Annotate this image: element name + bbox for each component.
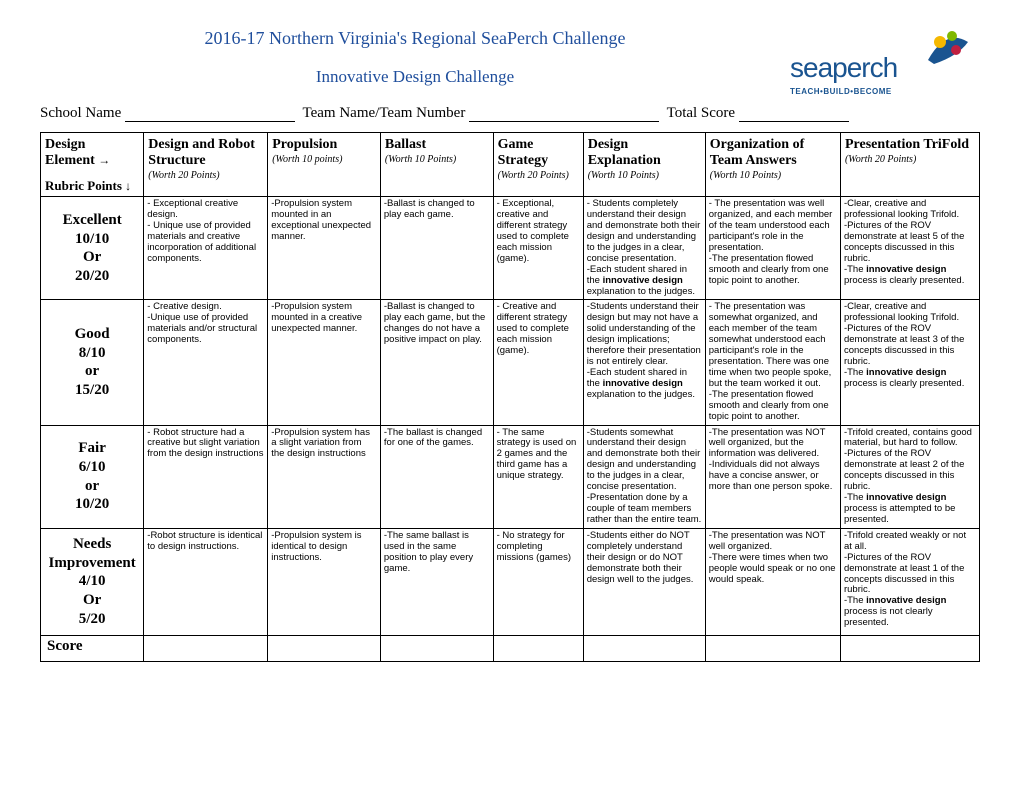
arrow-right-icon: → — [98, 153, 110, 167]
title-sub: Innovative Design Challenge — [40, 67, 790, 87]
needs-c7: -Trifold created weakly or not at all.-P… — [840, 528, 979, 635]
team-label: Team Name/Team Number — [302, 105, 465, 121]
fair-c4: - The same strategy is used on 2 games a… — [493, 425, 583, 528]
score-c7[interactable] — [840, 635, 979, 661]
arrow-down-icon: ↓ — [125, 179, 131, 193]
total-label: Total Score — [667, 105, 736, 121]
fair-c5: -Students somewhat understand their desi… — [583, 425, 705, 528]
excellent-c4: - Exceptional, creative and different st… — [493, 197, 583, 300]
rubric-table: Design Element → Rubric Points ↓ Design … — [40, 132, 980, 662]
score-c6[interactable] — [705, 635, 840, 661]
fair-c2: -Propulsion system has a slight variatio… — [268, 425, 381, 528]
label-good: Good8/10or15/20 — [41, 300, 144, 425]
hdr-trifold: Presentation TriFold(Worth 20 Points) — [840, 133, 979, 197]
needs-c6: -The presentation was NOT well organized… — [705, 528, 840, 635]
seaperch-logo: seaperch TEACH•BUILD•BECOME — [790, 20, 980, 92]
label-fair: Fair6/10or10/20 — [41, 425, 144, 528]
form-fields: School Name Team Name/Team Number Total … — [40, 105, 980, 122]
row-good: Good8/10or15/20 - Creative design.-Uniqu… — [41, 300, 980, 425]
label-needs: NeedsImprovement4/10Or5/20 — [41, 528, 144, 635]
score-c2[interactable] — [268, 635, 381, 661]
hdr-l1: Design — [45, 137, 85, 152]
needs-c3: -The same ballast is used in the same po… — [380, 528, 493, 635]
hdr-propulsion: Propulsion(Worth 10 points) — [268, 133, 381, 197]
good-c7: -Clear, creative and professional lookin… — [840, 300, 979, 425]
rubric-points-label: Rubric Points — [45, 178, 122, 193]
excellent-c7: -Clear, creative and professional lookin… — [840, 197, 979, 300]
logo-tagline: TEACH•BUILD•BECOME — [790, 87, 892, 96]
header-row: 2016-17 Northern Virginia's Regional Sea… — [40, 20, 980, 101]
team-blank[interactable] — [469, 108, 659, 122]
fair-c3: -The ballast is changed for one of the g… — [380, 425, 493, 528]
hdr-strategy: Game Strategy(Worth 20 Points) — [493, 133, 583, 197]
school-label: School Name — [40, 105, 121, 121]
total-blank[interactable] — [739, 108, 849, 122]
needs-c2: -Propulsion system is identical to desig… — [268, 528, 381, 635]
needs-c1: -Robot structure is identical to design … — [144, 528, 268, 635]
row-needs: NeedsImprovement4/10Or5/20 -Robot struct… — [41, 528, 980, 635]
row-score: Score — [41, 635, 980, 661]
good-c6: - The presentation was somewhat organize… — [705, 300, 840, 425]
excellent-c6: - The presentation was well organized, a… — [705, 197, 840, 300]
logo-word: seaperch — [790, 52, 897, 83]
fair-c1: - Robot structure had a creative but sli… — [144, 425, 268, 528]
good-c5: -Students understand their design but ma… — [583, 300, 705, 425]
score-c3[interactable] — [380, 635, 493, 661]
hdr-organization: Organization of Team Answers(Worth 10 Po… — [705, 133, 840, 197]
hdr-l2: Element — [45, 153, 95, 168]
label-excellent: Excellent10/10Or20/20 — [41, 197, 144, 300]
logo-icon — [918, 20, 974, 72]
header-row-table: Design Element → Rubric Points ↓ Design … — [41, 133, 980, 197]
good-c3: -Ballast is changed to play each game, b… — [380, 300, 493, 425]
excellent-c2: -Propulsion system mounted in an excepti… — [268, 197, 381, 300]
score-label: Score — [41, 635, 144, 661]
hdr-ballast: Ballast(Worth 10 Points) — [380, 133, 493, 197]
needs-c4: - No strategy for completing missions (g… — [493, 528, 583, 635]
score-c5[interactable] — [583, 635, 705, 661]
score-c1[interactable] — [144, 635, 268, 661]
title-main: 2016-17 Northern Virginia's Regional Sea… — [40, 28, 790, 49]
row-excellent: Excellent10/10Or20/20 - Exceptional crea… — [41, 197, 980, 300]
good-c4: - Creative and different strategy used t… — [493, 300, 583, 425]
hdr-structure: Design and Robot Structure(Worth 20 Poin… — [144, 133, 268, 197]
needs-c5: -Students either do NOT completely under… — [583, 528, 705, 635]
score-c4[interactable] — [493, 635, 583, 661]
excellent-c5: - Students completely understand their d… — [583, 197, 705, 300]
good-c2: -Propulsion system mounted in a creative… — [268, 300, 381, 425]
fair-c7: -Trifold created, contains good material… — [840, 425, 979, 528]
row-fair: Fair6/10or10/20 - Robot structure had a … — [41, 425, 980, 528]
excellent-c1: - Exceptional creative design.- Unique u… — [144, 197, 268, 300]
fair-c6: -The presentation was NOT well organized… — [705, 425, 840, 528]
school-blank[interactable] — [125, 108, 295, 122]
excellent-c3: -Ballast is changed to play each game. — [380, 197, 493, 300]
hdr-design-element: Design Element → Rubric Points ↓ — [41, 133, 144, 197]
hdr-explanation: Design Explanation(Worth 10 Points) — [583, 133, 705, 197]
good-c1: - Creative design.-Unique use of provide… — [144, 300, 268, 425]
titles-block: 2016-17 Northern Virginia's Regional Sea… — [40, 20, 790, 101]
